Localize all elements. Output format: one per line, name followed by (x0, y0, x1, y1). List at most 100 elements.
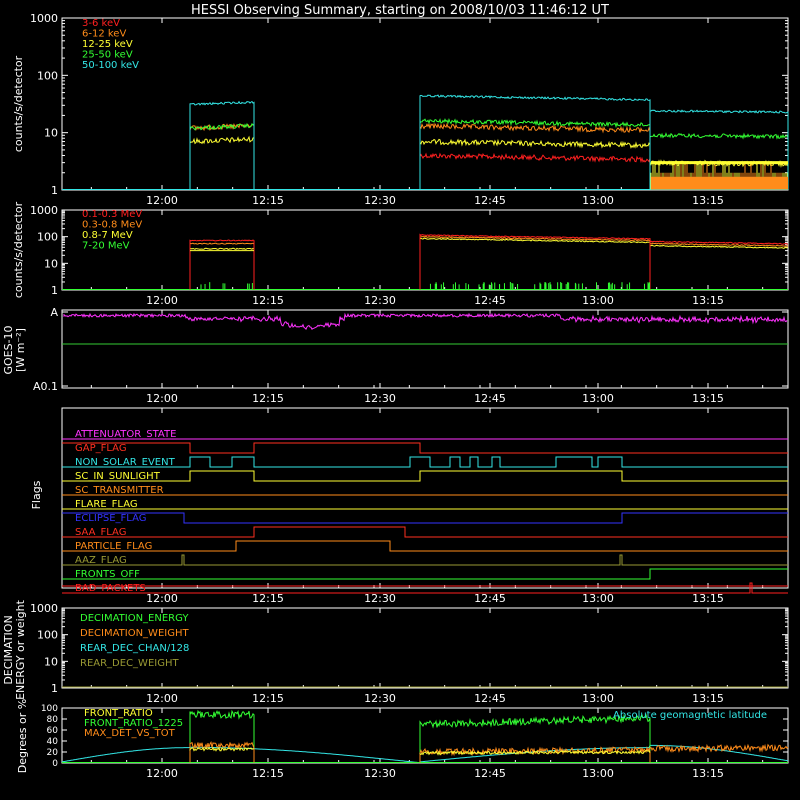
x-tick-label: 12:00 (146, 294, 178, 307)
x-tick-label: 13:00 (582, 194, 614, 207)
x-tick-label: 12:00 (146, 194, 178, 207)
y-axis-label: Flags (30, 480, 43, 509)
x-tick-label: 12:30 (364, 592, 396, 605)
flag-label: AAZ_FLAG (75, 555, 127, 566)
y-tick-label: 100 (37, 629, 58, 642)
x-tick-label: 12:45 (474, 692, 506, 705)
flag-line (62, 512, 788, 524)
series-fill (651, 176, 788, 190)
series-line (189, 741, 789, 763)
flag-line (62, 582, 788, 594)
y-tick-label: 80 (47, 715, 59, 725)
flag-label: GAP_FLAG (75, 443, 127, 454)
x-tick-label: 12:30 (364, 767, 396, 780)
x-tick-label: 13:15 (692, 692, 724, 705)
legend-entry: 50-100 keV (82, 60, 139, 71)
y-tick-label: 10 (44, 257, 58, 270)
x-tick-label: 12:45 (474, 767, 506, 780)
panel-frame-5 (61, 607, 789, 689)
flag-label: FRONTS_OFF (75, 569, 140, 580)
x-tick-label: 12:45 (474, 592, 506, 605)
annotation-geomagnetic: Absolute geomagnetic latitude (613, 710, 767, 721)
legend-entry: MAX_DET_VS_TOT (84, 728, 176, 739)
x-tick-label: 12:45 (474, 194, 506, 207)
x-tick-label: 12:00 (146, 767, 178, 780)
x-tick-label: 13:15 (692, 592, 724, 605)
x-tick-label: 13:15 (692, 392, 724, 405)
x-tick-label: 12:45 (474, 392, 506, 405)
y-tick-label: 40 (47, 737, 59, 747)
y-tick-label: 100 (41, 704, 58, 714)
legend-entry: FRONT_RATIO_1225 (84, 718, 183, 729)
flag-label: SAA_FLAG (75, 527, 126, 538)
legend-entry: 0.8-7 MeV (82, 230, 133, 241)
y-tick-label: 0 (52, 759, 58, 769)
x-tick-label: 12:15 (252, 692, 284, 705)
x-tick-label: 13:00 (582, 392, 614, 405)
y-tick-label: 1000 (30, 12, 58, 25)
y-tick-label: 1 (51, 284, 58, 297)
legend-entry: 12-25 keV (82, 39, 133, 50)
y-tick-label: 20 (47, 748, 59, 758)
x-tick-label: 12:15 (252, 392, 284, 405)
panel-frame-4 (61, 407, 789, 589)
y-tick-label: 1 (51, 682, 58, 695)
series-line (63, 312, 788, 330)
flag-label: PARTICLE_FLAG (75, 541, 152, 552)
flag-line (62, 470, 788, 482)
series-line (419, 152, 651, 190)
x-tick-label: 12:00 (146, 692, 178, 705)
y-tick-label: 10 (44, 127, 58, 140)
flag-label: FLARE_FLAG (75, 499, 138, 510)
x-tick-label: 12:45 (474, 294, 506, 307)
legend-entry: FRONT_RATIO (84, 708, 153, 719)
series-line (189, 233, 789, 290)
x-tick-label: 13:00 (582, 592, 614, 605)
flag-label: ATTENUATOR_STATE (75, 429, 176, 440)
flag-line (62, 456, 788, 468)
y-axis-label: Degrees or % (16, 699, 29, 773)
flag-label: NON_SOLAR_EVENT (75, 457, 176, 468)
y-tick-label: A0.1 (33, 380, 58, 393)
x-tick-label: 13:00 (582, 767, 614, 780)
legend-entry: 3-6 keV (82, 18, 120, 29)
series-line (189, 237, 788, 290)
legend-entry: 6-12 keV (82, 29, 126, 40)
y-tick-label: 1000 (30, 602, 58, 615)
x-tick-label: 12:15 (252, 592, 284, 605)
y-tick-label: 60 (47, 726, 59, 736)
legend-entry: 7-20 MeV (82, 241, 130, 252)
x-tick-label: 12:15 (252, 194, 284, 207)
x-tick-label: 13:00 (582, 692, 614, 705)
series-line (189, 117, 789, 190)
x-tick-label: 12:00 (146, 392, 178, 405)
x-tick-label: 12:15 (252, 294, 284, 307)
x-tick-label: 13:15 (692, 194, 724, 207)
x-tick-label: 12:30 (364, 194, 396, 207)
flag-label: SC_IN_SUNLIGHT (75, 471, 161, 482)
x-tick-label: 13:15 (692, 294, 724, 307)
flag-line (62, 526, 788, 538)
legend-entry: 0.1-0.3 MeV (82, 209, 142, 220)
y-tick-label: 100 (37, 69, 58, 82)
series-line (189, 94, 789, 190)
series-line (189, 746, 651, 756)
flag-line (62, 442, 788, 454)
x-tick-label: 12:15 (252, 767, 284, 780)
x-tick-label: 13:15 (692, 767, 724, 780)
legend-entry: REAR_DEC_WEIGHT (80, 658, 179, 669)
flag-line (62, 554, 788, 566)
y-axis-label: counts/s/detector (12, 201, 25, 298)
flag-line (62, 540, 788, 552)
y-axis-label: ENERGY or weight (14, 599, 27, 699)
y-axis-label: DECIMATION (2, 615, 15, 684)
legend-entry: DECIMATION_ENERGY (80, 613, 189, 624)
y-tick-label: 10 (44, 655, 58, 668)
series-line (189, 709, 651, 763)
y-axis-label: counts/s/detector (12, 55, 25, 152)
legend-entry: 0.3-0.8 MeV (82, 220, 142, 231)
y-tick-label: 100 (37, 231, 58, 244)
legend-entry: DECIMATION_WEIGHT (80, 628, 189, 639)
x-tick-label: 13:00 (582, 294, 614, 307)
x-tick-label: 12:30 (364, 692, 396, 705)
